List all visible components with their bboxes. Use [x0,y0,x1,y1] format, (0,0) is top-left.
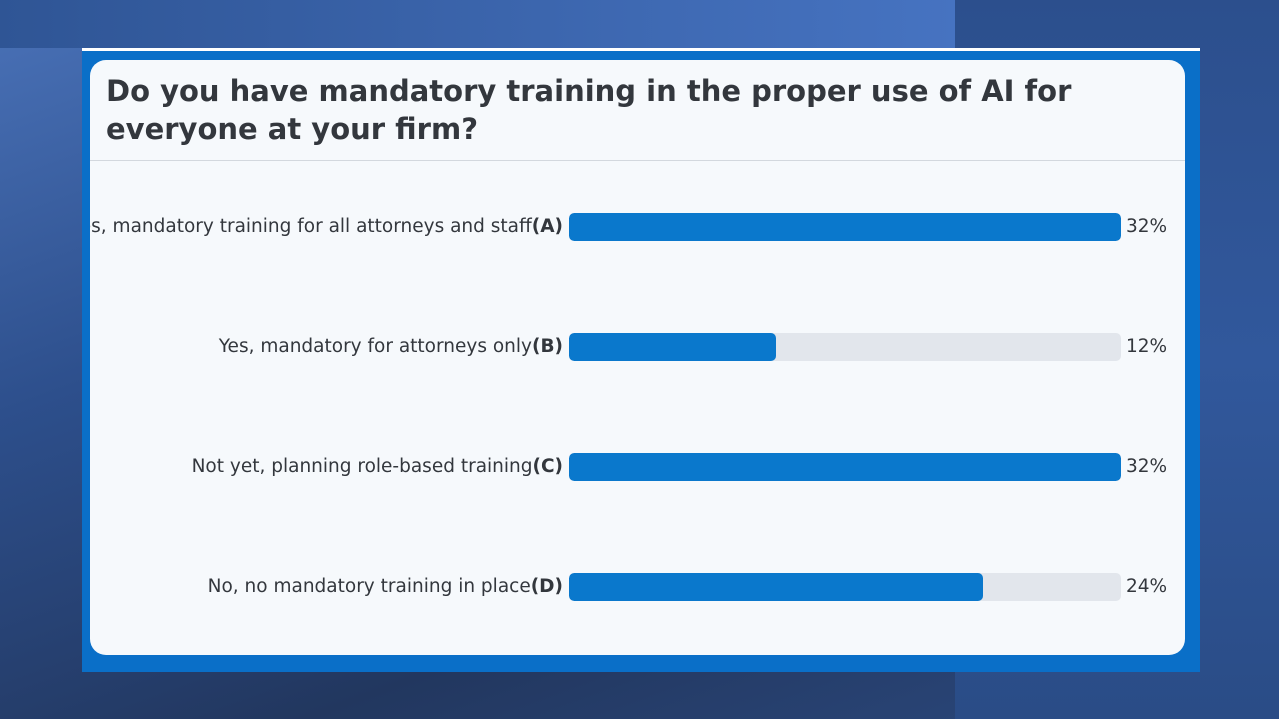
option-letter: (C) [532,456,564,477]
option-label: Yes, mandatory for attorneys only(B) [219,333,563,361]
option-letter: (B) [531,336,563,357]
option-label: Not yet, planning role-based training(C) [192,453,563,481]
value-label: 32% [1126,456,1168,477]
bar [569,213,1121,241]
option-label: No, no mandatory training in place(D) [208,573,563,601]
option-text: Yes, mandatory training for all attorney… [90,216,532,237]
option-text: No, no mandatory training in place [207,576,531,597]
bar [569,573,983,601]
poll-question: Do you have mandatory training in the pr… [106,74,1072,146]
bar [569,453,1121,481]
value-label: 12% [1126,336,1168,357]
option-text: Yes, mandatory for attorneys only [218,336,532,357]
value-label: 24% [1126,576,1168,597]
bar [569,333,776,361]
bar-track [569,213,1121,241]
option-text: Not yet, planning role-based training [191,456,533,477]
option-label: Yes, mandatory training for all attorney… [90,213,563,241]
option-letter: (A) [531,216,563,237]
background-band [0,0,955,48]
option-letter: (D) [530,576,563,597]
divider [90,160,1185,161]
bar-track [569,333,1121,361]
poll-panel: Do you have mandatory training in the pr… [90,60,1185,655]
value-label: 32% [1126,216,1168,237]
bar-track [569,573,1121,601]
bar-track [569,453,1121,481]
